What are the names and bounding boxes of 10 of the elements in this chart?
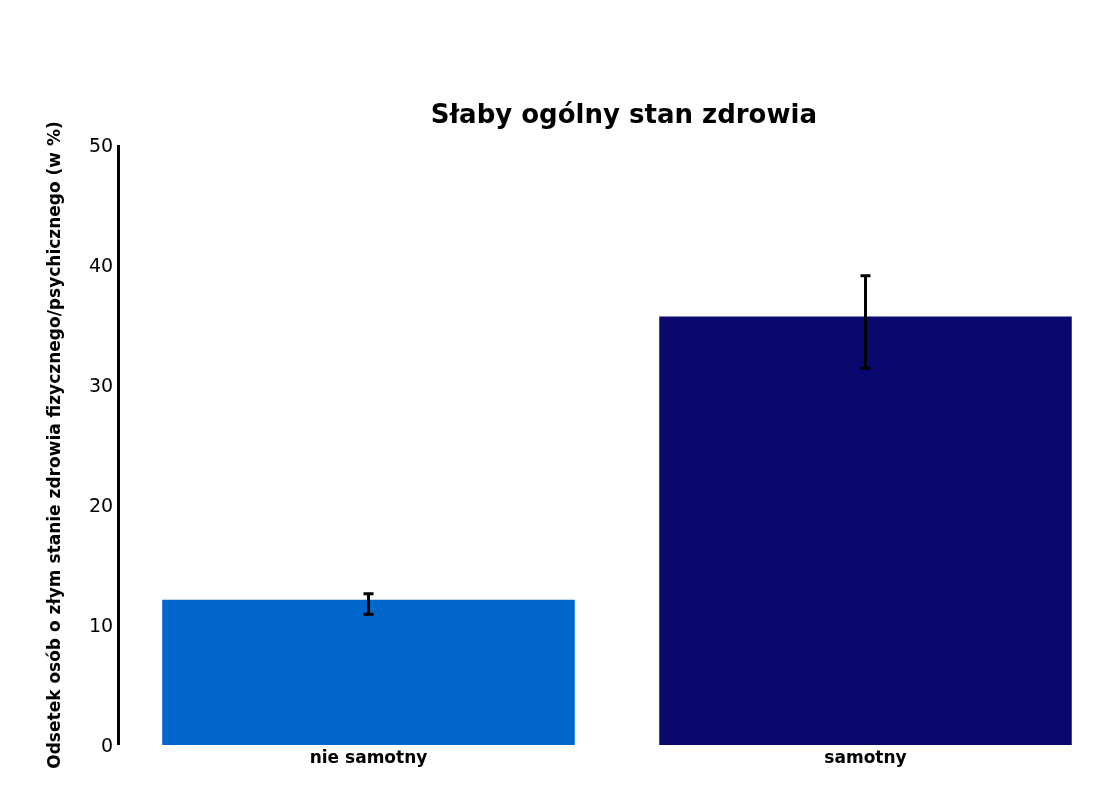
y-tick-label: 20 [89,493,114,516]
x-tick-label: samotny [824,747,907,767]
y-tick-label: 30 [89,373,114,396]
y-tick-label: 50 [89,133,114,156]
y-tick-label: 10 [89,613,114,636]
x-tick-label: nie samotny [309,747,428,767]
y-tick-label: 40 [89,253,114,276]
chart-title: Słaby ogólny stan zdrowia [430,98,817,129]
y-axis-title: Odsetek osób o złym stanie zdrowia fizycznego/psychicznego (w %) [43,121,64,769]
y-tick-label: 0 [101,733,114,756]
